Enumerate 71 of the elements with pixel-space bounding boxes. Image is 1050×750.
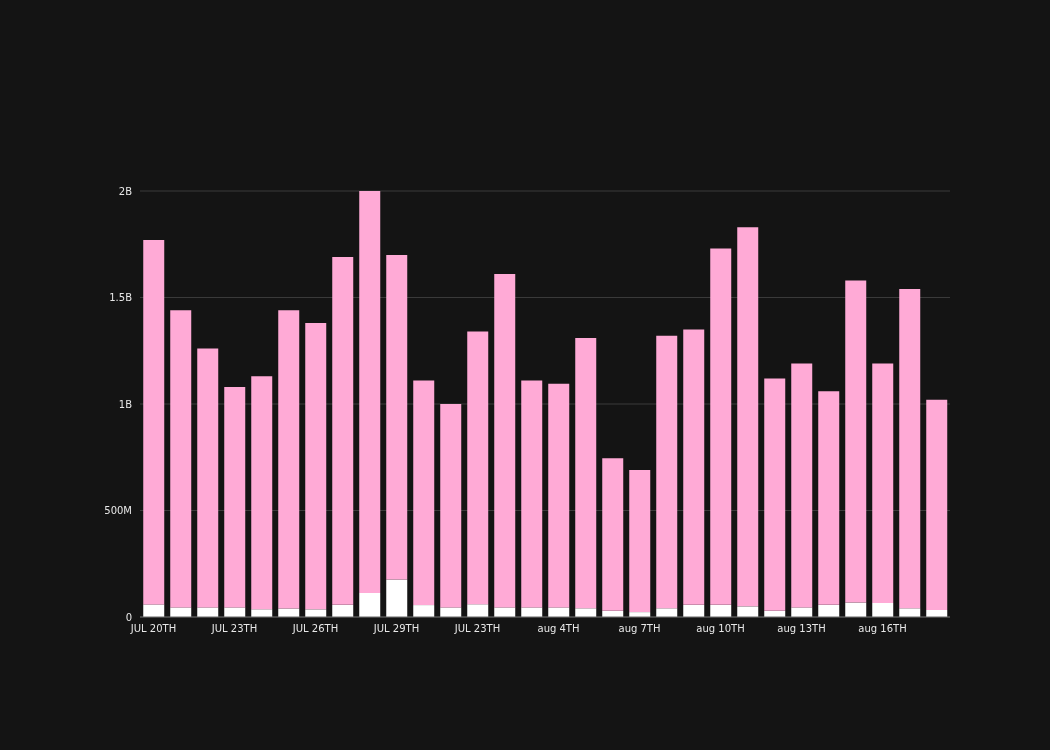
bar <box>683 329 705 605</box>
bar <box>656 608 678 617</box>
bar <box>872 363 894 603</box>
bar <box>170 607 192 617</box>
x-tick-label: JUL 23TH <box>453 623 501 635</box>
bar <box>278 310 300 609</box>
bar <box>440 404 462 608</box>
bar <box>251 609 273 617</box>
bar <box>251 376 273 610</box>
x-tick-label: aug 16TH <box>858 623 907 635</box>
bar <box>413 605 435 617</box>
bar <box>197 348 219 608</box>
bar <box>575 337 597 609</box>
bar <box>440 607 462 617</box>
bar <box>737 227 759 607</box>
x-tick-label: JUL 23TH <box>210 623 258 635</box>
bar <box>899 608 921 617</box>
bar <box>548 607 570 617</box>
bar <box>413 380 435 606</box>
y-tick-label: 1.5B <box>109 292 133 304</box>
bar <box>683 604 705 617</box>
bar <box>629 470 651 613</box>
bar <box>224 607 246 617</box>
bar <box>305 323 327 610</box>
y-tick-label: 2B <box>118 185 133 197</box>
bar <box>494 274 516 608</box>
bar <box>710 248 732 605</box>
bar <box>710 604 732 617</box>
bar <box>602 458 624 611</box>
bar <box>143 604 165 617</box>
bar <box>359 592 381 617</box>
bar <box>386 254 408 580</box>
bar <box>386 579 408 617</box>
x-tick-label: JUL 26TH <box>291 623 339 635</box>
bar <box>332 257 354 605</box>
bar <box>467 604 489 617</box>
bar <box>197 607 219 617</box>
y-tick-label: 0 <box>125 611 132 623</box>
bar <box>656 335 678 609</box>
bar <box>143 239 165 605</box>
bar <box>764 378 786 611</box>
bar <box>872 602 894 617</box>
bar <box>899 288 921 609</box>
bar <box>548 383 570 608</box>
bar <box>224 386 246 608</box>
x-tick-label: aug 10TH <box>696 623 745 635</box>
bar <box>332 604 354 617</box>
bar <box>845 280 867 603</box>
bar <box>818 604 840 617</box>
x-tick-label: aug 7TH <box>618 623 661 635</box>
bar <box>521 607 543 617</box>
x-tick-label: aug 4TH <box>537 623 580 635</box>
bar <box>305 609 327 617</box>
bar <box>737 606 759 617</box>
bar <box>926 399 948 610</box>
bar <box>494 607 516 617</box>
bar <box>278 608 300 617</box>
bar <box>575 608 597 617</box>
bar <box>467 331 489 605</box>
bar <box>791 607 813 617</box>
y-tick-label: 500M <box>104 505 132 517</box>
x-tick-label: JUL 29TH <box>372 623 420 635</box>
bar <box>818 391 840 605</box>
bar <box>521 380 543 608</box>
x-tick-label: aug 13TH <box>777 623 826 635</box>
y-tick-label: 1B <box>118 398 133 410</box>
x-tick-label: JUL 20TH <box>129 623 177 635</box>
bar <box>791 363 813 608</box>
bar <box>170 310 192 608</box>
bar <box>359 191 381 593</box>
bar <box>845 602 867 617</box>
